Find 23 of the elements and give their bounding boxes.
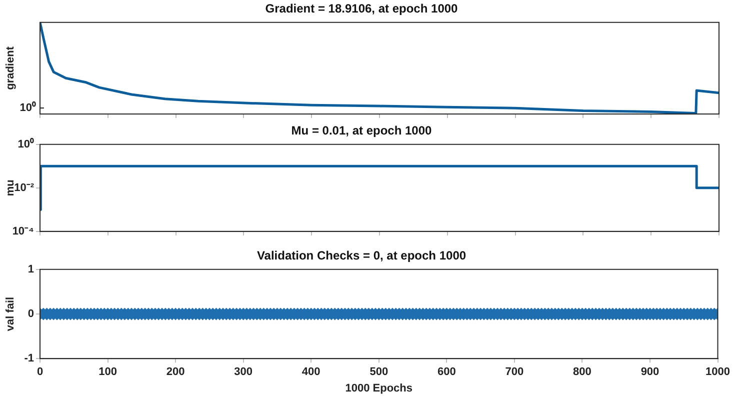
x-tick-label: 400 — [302, 366, 320, 378]
chart-title: Validation Checks = 0, at epoch 1000 — [256, 248, 466, 263]
x-tick-label: 1000 — [706, 366, 730, 378]
y-axis-title: gradient — [4, 46, 17, 90]
x-tick-label: 600 — [437, 366, 456, 378]
chart-title: Mu = 0.01, at epoch 1000 — [291, 124, 432, 138]
chart-title: Gradient = 18.9106, at epoch 1000 — [265, 2, 458, 16]
x-tick-label: 300 — [234, 366, 253, 378]
x-tick-label: 800 — [573, 366, 592, 378]
y-axis-title: val fail — [4, 296, 17, 332]
y-tick-label: -1 — [24, 352, 34, 365]
x-tick-label: 500 — [370, 366, 388, 378]
x-axis-title: 1000 Epochs — [345, 382, 413, 394]
y-tick-label: 0 — [28, 308, 34, 320]
x-tick-label: 900 — [640, 366, 660, 378]
y-tick-label: 1 — [28, 263, 34, 276]
y-tick-label: 10⁻² — [14, 182, 34, 194]
y-tick-label: 10⁰ — [18, 137, 34, 150]
x-tick-label: 700 — [505, 366, 524, 378]
x-tick-label: 0 — [36, 366, 44, 378]
x-tick-label: 100 — [98, 366, 117, 378]
x-tick-label: 200 — [166, 366, 185, 378]
y-tick-label: 10⁻⁴ — [12, 225, 34, 238]
